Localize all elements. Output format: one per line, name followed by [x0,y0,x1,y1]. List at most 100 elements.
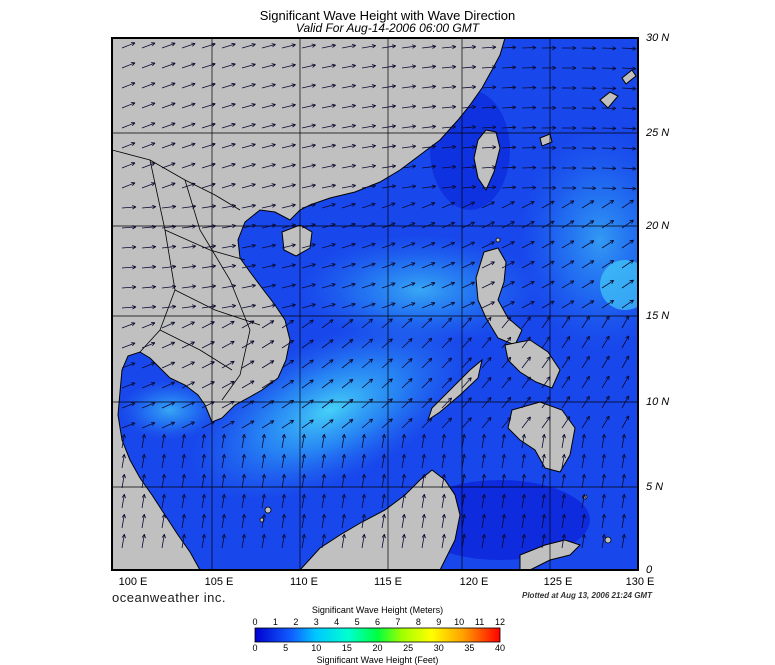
wave-direction-arrow [141,264,157,270]
wave-direction-arrow [521,473,526,489]
wave-field-gulf [120,380,220,440]
wave-direction-arrow [261,283,276,289]
wave-direction-arrow [381,262,396,269]
wave-direction-arrow [121,285,137,290]
wave-direction-arrow [421,357,433,369]
wave-direction-arrow [121,205,137,210]
wave-direction-arrow [501,396,512,409]
wave-direction-arrow [301,453,306,469]
wave-direction-arrow [301,303,316,309]
colorbar-meters-tick: 2 [293,617,299,627]
wave-direction-arrow [601,533,606,549]
colorbar [254,627,501,643]
wave-direction-arrow [521,221,535,229]
wave-direction-arrow [341,302,356,309]
wave-direction-arrow [401,164,417,169]
wave-direction-arrow [441,357,453,369]
wave-direction-arrow [581,280,595,289]
wave-direction-arrow [301,283,316,289]
wave-direction-arrow [421,84,437,89]
wave-direction-arrow [301,223,316,229]
wave-direction-arrow [461,357,472,369]
wave-direction-arrow [301,359,314,369]
wave-direction-arrow [401,318,413,329]
wave-direction-arrow [421,144,437,149]
wave-direction-arrow [461,301,476,309]
wave-direction-arrow [361,433,366,449]
wave-direction-arrow [561,396,571,409]
wave-direction-arrow [361,398,374,409]
wave-direction-arrow [141,493,146,509]
wave-direction-arrow [421,44,437,49]
lat-label-20n: 20 N [646,220,670,232]
wave-direction-arrow [261,533,266,549]
wave-direction-arrow [601,415,610,429]
wave-direction-arrow [601,86,617,91]
wave-direction-arrow [201,142,216,149]
wave-direction-arrow [221,162,236,169]
wave-direction-arrow [621,106,637,111]
wave-direction-arrow [301,433,306,449]
colorbar-feet-tick: 15 [341,643,352,653]
wave-direction-arrow [601,375,610,389]
wave-direction-arrow [281,263,296,269]
wave-direction-arrow [281,243,296,249]
colorbar-meters-tick: 6 [374,617,381,627]
wave-direction-arrow [621,395,630,409]
wave-direction-arrow [521,241,535,249]
wave-direction-arrow [441,144,457,150]
wave-direction-arrow [562,45,577,51]
wave-direction-arrow [381,84,397,89]
wave-direction-arrow [241,83,256,89]
wave-direction-arrow [501,281,515,289]
wave-direction-arrow [281,63,296,69]
wave-direction-arrow [621,315,630,329]
wave-direction-arrow [141,182,156,189]
wave-direction-arrows [121,42,637,549]
lon-label-110e: 110 E [290,576,318,588]
wave-direction-arrow [361,84,377,89]
wave-direction-arrow [421,533,426,549]
wave-direction-arrow [121,433,126,449]
wave-direction-arrow [401,493,406,509]
wave-direction-arrow [241,203,256,209]
wave-direction-arrow [521,261,535,269]
wave-direction-arrow [141,122,156,129]
wave-direction-arrow [121,182,136,189]
wave-direction-arrow [221,82,236,89]
wave-direction-arrow [401,144,417,149]
wave-direction-arrow [281,339,295,349]
wave-direction-arrow [361,338,374,349]
wave-direction-arrow [201,341,215,349]
wave-direction-arrow [541,185,557,190]
wave-direction-arrow [481,125,497,130]
wave-direction-arrow [621,239,634,249]
wave-direction-arrow [141,533,146,549]
wave-direction-arrow [581,433,586,449]
wave-direction-arrow [321,63,336,69]
wave-direction-arrow [161,182,176,189]
wave-direction-arrow [601,493,606,509]
wave-direction-arrow [201,62,216,69]
wave-direction-arrow [221,122,236,129]
wave-direction-arrow [581,166,597,171]
wave-direction-arrow [141,142,156,149]
wave-direction-arrow [381,64,397,69]
wave-direction-arrow [461,105,477,110]
wave-direction-arrow [381,242,396,249]
wave-direction-arrow [341,513,346,529]
wave-direction-arrow [381,358,393,369]
wave-direction-arrow [541,356,551,369]
wave-direction-arrow [341,262,356,269]
wave-direction-arrow [541,453,546,469]
wave-direction-arrow [401,222,416,229]
wave-direction-arrow [561,260,575,269]
wave-direction-arrow [301,339,314,349]
wave-direction-arrow [121,422,136,429]
wave-direction-arrow [261,243,276,249]
wave-direction-arrow [321,473,326,489]
wave-direction-arrow [381,282,396,289]
wave-direction-arrow [321,163,336,169]
wave-direction-arrow [321,263,336,269]
wave-direction-arrow [201,401,215,409]
